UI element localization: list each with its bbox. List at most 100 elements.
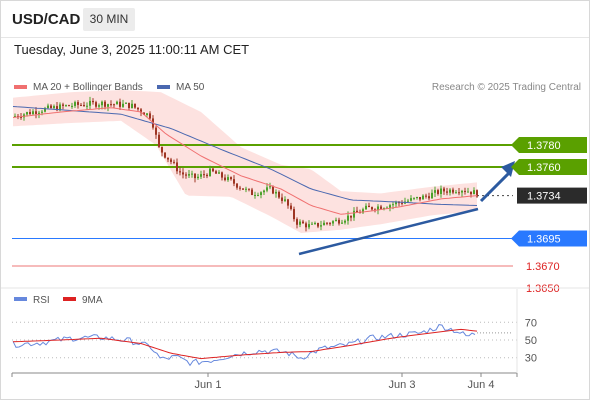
candle-body [329,223,331,225]
chart-datetime: Tuesday, June 3, 2025 11:00:11 AM CET [14,42,250,57]
x-tick-label: Jun 3 [389,379,416,391]
candle-body [77,102,79,105]
candle-body [398,202,400,204]
candle-body [401,202,403,204]
candle-body [230,177,232,180]
candle-body [167,157,169,160]
candle-body [95,102,97,107]
research-credit: Research © 2025 Trading Central [432,82,581,93]
rsi-ma-line [12,328,478,360]
candle-body [332,221,334,224]
candle-body [272,186,274,194]
candle-body [473,190,475,195]
candle-body [164,152,166,158]
candle-body [188,174,190,176]
candle-body [74,102,76,106]
candle-body [233,179,235,184]
candle-body [212,168,214,172]
candle-body [236,183,238,188]
candle-body [344,220,346,223]
candle-body [107,104,109,107]
candle-body [416,196,418,198]
candle-body [425,195,427,197]
candle-body [287,199,289,206]
candle-body [50,105,52,109]
candle-body [56,106,58,111]
candle-body [38,112,40,114]
bollinger-bands [13,90,477,233]
candle-body [104,101,106,107]
candle-body [266,187,268,191]
candle-body [173,161,175,163]
candle-body [29,112,31,115]
candle-body [191,173,193,175]
candle-body [281,197,283,201]
candle-body [371,207,373,210]
candle-body [239,187,241,189]
candle-body [65,105,67,107]
candle-body [470,191,472,195]
candle-body [215,171,217,174]
candle-body [89,100,91,106]
candle-body [200,174,202,177]
trend-arrow-shaft [479,169,513,203]
timeframe-button[interactable]: 30 MIN [83,8,135,31]
candle-body [464,190,466,192]
pivot-level-tag [511,230,587,247]
candle-body [335,219,337,222]
candle-body [32,111,34,115]
candle-body [290,205,292,210]
candle-body [278,191,280,198]
candle-body [155,127,157,135]
level-labels: 1.3780 1.3760 1.3734 1.3695 1.3670 1.3650 [511,137,587,295]
candle-body [119,101,121,107]
resistance-level-tag [511,159,587,175]
candle-body [440,188,442,194]
candle-body [161,146,163,153]
candle-body [353,210,355,218]
candle-body [35,111,37,114]
candle-body [224,177,226,181]
candle-body [209,168,211,177]
candle-body [347,215,349,221]
candle-body [179,171,181,173]
candle-body [71,105,73,107]
candle-body [128,102,130,109]
candle-body [413,197,415,199]
candle-body [467,191,469,193]
support-level-label: 1.3670 [526,261,560,273]
candle-body [116,101,118,105]
candle-body [122,103,124,107]
candle-body [317,222,319,227]
candle-body [296,219,298,225]
candle-body [260,192,262,195]
candle-body [458,192,460,194]
candle-body [98,105,100,107]
candle-body [206,174,208,177]
candle-body [434,190,436,193]
rsi-line [12,324,476,367]
trend-arrow-head [501,161,515,177]
rsi-tick-label: 30 [525,353,537,365]
ma20-line [12,107,478,215]
candle-body [68,105,70,107]
ma20-legend-swatch [14,85,27,89]
candle-body [359,212,361,214]
candle-body [101,101,103,106]
x-tick-label: Jun 4 [468,379,495,391]
candle-body [53,106,55,109]
candle-body [326,222,328,224]
candle-body [341,222,343,224]
candle-body [308,224,310,228]
candle-body [431,192,433,199]
candle-body [356,210,358,213]
x-axis-ticks: Jun 1 Jun 3 Jun 4 [11,373,518,391]
candle-body [92,100,94,103]
candle-body [110,104,112,106]
rsi-ma-legend-swatch [63,297,76,301]
candle-body [86,105,88,107]
resistance-level-label: 1.3760 [527,162,561,174]
candle-body [263,190,265,193]
candle-body [392,204,394,206]
